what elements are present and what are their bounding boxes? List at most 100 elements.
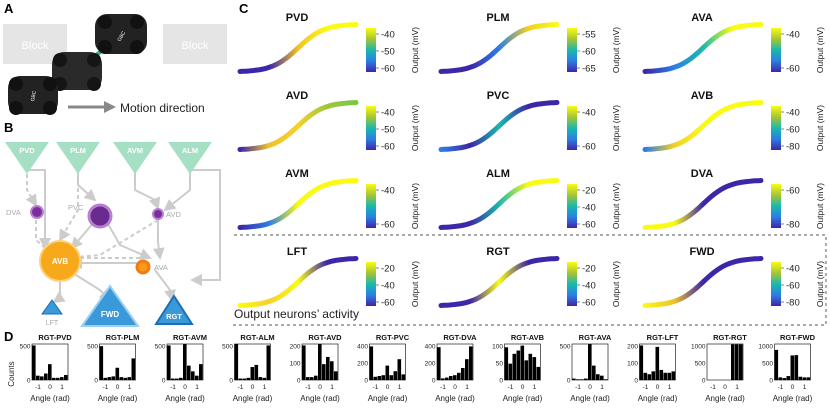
colorbar-axis-label: Output (mV) [815,261,825,307]
histogram-bar [504,347,509,380]
neuron-activity-curve [438,100,560,152]
motion-direction-label: Motion direction [120,101,205,115]
panel-b-letter: B [4,120,14,135]
neuron-plot-alm: ALM -20 -40 -60 Output (mV) [438,168,621,231]
histogram-x-tick: -1 [440,384,446,391]
histogram-y-tick: 50 [496,361,504,368]
neuron-plot-title: AVM [285,168,309,180]
histogram-bar [397,359,402,380]
neuron-plot-dva: DVA -60 -80 Output (mV) [642,168,825,231]
colorbar-tick-label: -60 [381,64,395,75]
histogram-bar [246,377,251,380]
histogram-bar [739,344,743,380]
histogram-bar [302,345,306,380]
histogram-x-label: Angle (rad) [300,394,340,403]
histogram-bar [516,350,521,380]
colorbar [771,106,781,150]
histogram-title: RGT-FWD [780,333,816,342]
sensor-pvd-label: PVD [19,146,35,155]
histogram-bar [469,346,473,380]
histogram-bar [99,346,104,380]
neuron-activity-curve [438,256,560,308]
histogram-x-tick: -1 [103,384,109,391]
sensor-pvd: PVD [5,142,49,174]
inter-pvc-node [87,203,113,229]
histogram-title: RGT-PLM [106,333,140,342]
histogram-title: RGT-PVC [376,333,410,342]
histogram-x-tick: 1 [330,384,334,391]
histogram-bar [44,373,48,380]
neuron-plot-fwd: FWD -40 -60 -80 Output (mV) [642,246,825,309]
histogram-y-tick: 0 [769,378,773,385]
colorbar-axis-label: Output (mV) [410,183,420,229]
neuron-activity-curve [237,178,359,230]
neuron-plot-title: PVC [487,90,510,102]
inter-dva-node [30,205,44,219]
histogram-bar [437,347,441,380]
colorbar-tick-label: -20 [582,186,596,197]
colorbar-tick-label: -40 [381,186,395,197]
neuron-plot-title: AVB [691,90,713,102]
colorbar-tick-label: -40 [582,203,596,214]
histogram-bar [191,371,195,380]
colorbar-tick-label: -50 [381,47,395,58]
histogram-x-tick: 0 [521,384,525,391]
colorbar-tick-label: -60 [786,281,800,292]
colorbar [771,184,781,228]
histogram-y-tick: 500 [87,344,98,351]
panel-d-letter: D [4,329,14,344]
histogram-bar [449,376,453,380]
colorbar-tick-label: -60 [582,142,596,153]
inter-ava-node [135,259,151,275]
colorbar-axis-label: Output (mV) [410,105,420,151]
histogram-y-tick: 500 [560,344,571,351]
histogram-x-tick: 0 [116,384,120,391]
histogram-x-tick: 1 [668,384,672,391]
histogram-bar [250,367,255,380]
histogram-bar [266,345,271,380]
colorbar-tick-label: -60 [582,298,596,309]
histogram-bar [774,349,779,380]
colorbar [567,28,577,72]
histogram-y-tick: 500 [222,344,233,351]
colorbar-tick-label: -40 [381,108,395,119]
histogram-bar [369,346,374,380]
histogram-bar [401,374,406,380]
histogram-bar [171,378,175,380]
histogram-x-label: Angle (rad) [638,394,678,403]
histogram-bar [465,359,469,380]
histogram-bar [330,361,334,380]
inter-avb-label: AVB [52,257,69,266]
sensor-plm: PLM [56,142,100,174]
histogram-rgt-avm: RGT-AVM 500 0 -1 0 1 Angle (rad) [155,333,207,403]
histogram-bar [242,378,247,380]
histogram-x-tick: 1 [803,384,807,391]
histogram-rgt-avb: RGT-AVB 100 50 0 -1 0 1 Angle (rad) [492,333,545,403]
histogram-bar [790,355,795,380]
histogram-bar [60,377,64,380]
motor-rgt: RGT [154,294,194,325]
histogram-bar [536,366,541,380]
histogram-rgt-fwd: RGT-FWD 1000 500 0 -1 0 1 Angle (rad) [759,333,816,403]
histogram-y-label: Counts [7,361,16,386]
histogram-bar [457,372,461,380]
histogram-x-label: Angle (rad) [233,394,273,403]
histogram-bar [56,377,60,380]
neuron-plot-title: LFT [287,246,307,258]
histogram-x-label: Angle (rad) [165,394,205,403]
colorbar-tick-label: -40 [381,281,395,292]
histogram-bar [167,345,171,380]
colorbar-tick-label: -80 [786,298,800,309]
histogram-rgt-plm: RGT-PLM 500 0 -1 0 1 Angle (rad) [87,333,139,403]
histogram-bar [580,379,584,380]
histogram-x-label: Angle (rad) [773,394,813,403]
histogram-x-tick: -1 [305,384,311,391]
histogram-x-tick: 0 [588,384,592,391]
colorbar-axis-label: Output (mV) [611,261,621,307]
histogram-bar [52,377,56,380]
histogram-bar [731,344,735,380]
colorbar-tick-label: -55 [582,30,596,41]
histogram-y-tick: 200 [290,344,301,351]
inter-pvc-label: PVC [68,203,84,212]
colorbar [366,184,376,228]
